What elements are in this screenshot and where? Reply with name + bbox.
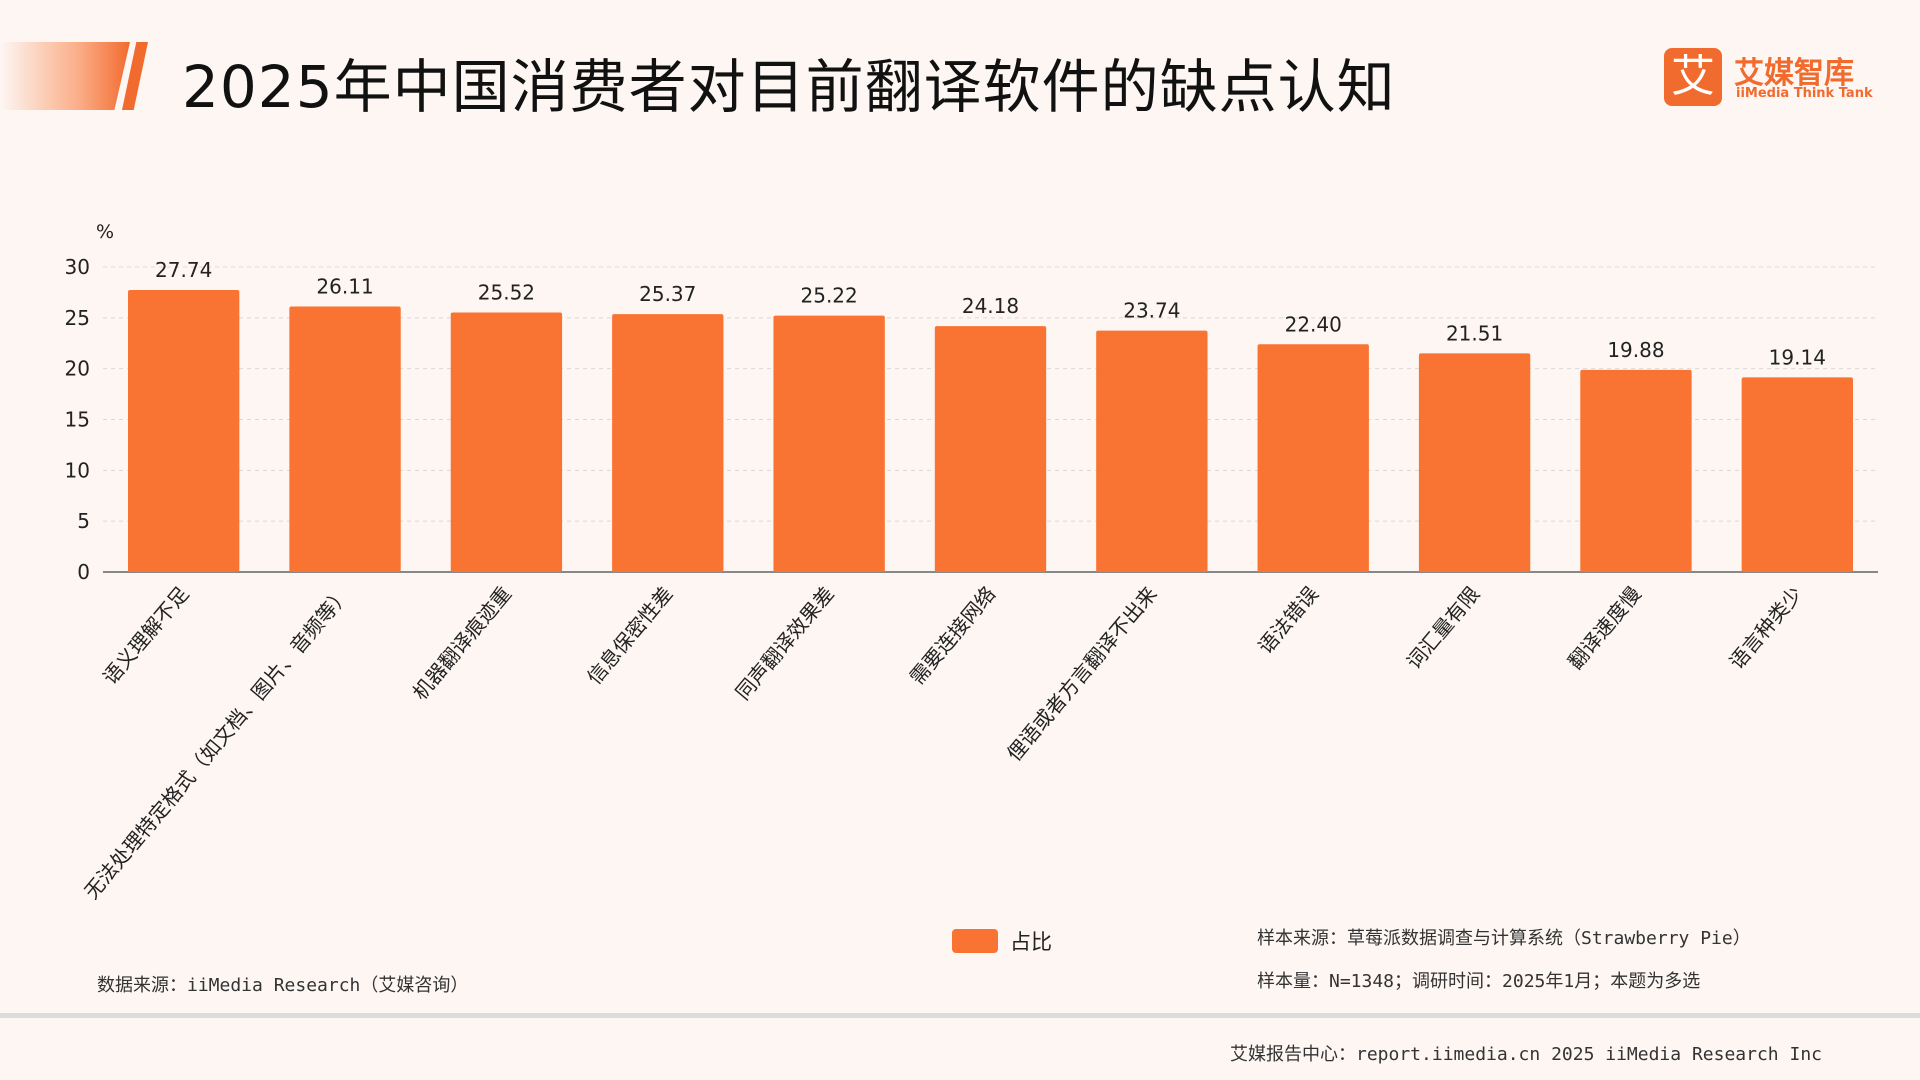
logo-name-en: iiMedia Think Tank [1736,86,1873,101]
x-category-label: 机器翻译痕迹重 [408,582,516,705]
bar [450,312,563,572]
bar [612,314,724,572]
footer-divider [0,1013,1920,1018]
brand-logo: 艾 艾媒智库 iiMedia Think Tank [1664,48,1874,108]
footer-text: 艾媒报告中心：report.iimedia.cn 2025 iiMedia Re… [1230,1044,1822,1065]
bar [1741,377,1853,572]
y-tick-label: 15 [65,408,90,432]
sample-size-note: 样本量：N=1348；调研时间：2025年1月；本题为多选 [1257,971,1701,992]
bar-value-label: 22.40 [1285,312,1342,336]
page-title: 2025年中国消费者对目前翻译软件的缺点认知 [182,53,1396,121]
y-axis-unit-label: % [96,221,114,243]
bar-value-label: 25.22 [801,284,858,308]
bar-chart: % 0 5 10 15 20 25 30 27.74 语义理解不足 26.11 无法处理特定格式（如文… [65,221,1878,904]
bar [1257,344,1369,572]
x-category-label: 需要连接网络 [905,582,1001,689]
legend-label: 占比 [1010,930,1052,954]
title-accent-bar [0,42,130,110]
x-category-label: 语法错误 [1253,582,1323,659]
bar [773,315,885,572]
y-tick-label: 30 [65,255,90,279]
x-category-label: 语义理解不足 [98,582,194,689]
data-source-note: 数据来源：iiMedia Research（艾媒咨询） [97,975,469,996]
bar [1580,369,1692,572]
y-tick-label: 25 [65,306,90,330]
bar [128,289,240,572]
y-tick-label: 0 [77,560,90,584]
bar-value-label: 24.18 [962,294,1019,318]
bar-value-label: 25.52 [478,281,535,305]
bar [934,326,1047,572]
bar-value-label: 25.37 [639,282,696,306]
bar-value-label: 19.88 [1607,338,1664,362]
logo-name-cn: 艾媒智库 [1734,56,1854,91]
bar-value-label: 27.74 [155,258,212,282]
bar-value-label: 26.11 [316,275,373,299]
bar-value-label: 19.14 [1769,345,1826,369]
x-category-label: 同声翻译效果差 [731,582,839,705]
x-category-label: 语言种类少 [1724,582,1807,674]
sample-source-note: 样本来源：草莓派数据调查与计算系统（Strawberry Pie） [1257,928,1751,949]
bar [1418,353,1531,572]
y-tick-label: 5 [77,509,90,533]
x-category-label: 词汇量有限 [1402,582,1485,674]
y-tick-label: 10 [65,458,90,482]
legend-swatch [952,929,998,953]
x-category-label: 俚语或者方言翻译不出来 [1002,582,1162,766]
bar [289,306,401,572]
y-tick-label: 20 [65,357,90,381]
logo-icon: 艾 [1664,48,1722,106]
x-category-label: 无法处理特定格式（如文档、图片、音频等） [79,582,355,904]
bar [1096,330,1208,572]
x-category-label: 翻译速度慢 [1563,582,1646,674]
bar-value-label: 23.74 [1123,299,1180,323]
x-category-label: 信息保密性差 [582,582,678,689]
bar-value-label: 21.51 [1446,321,1503,345]
